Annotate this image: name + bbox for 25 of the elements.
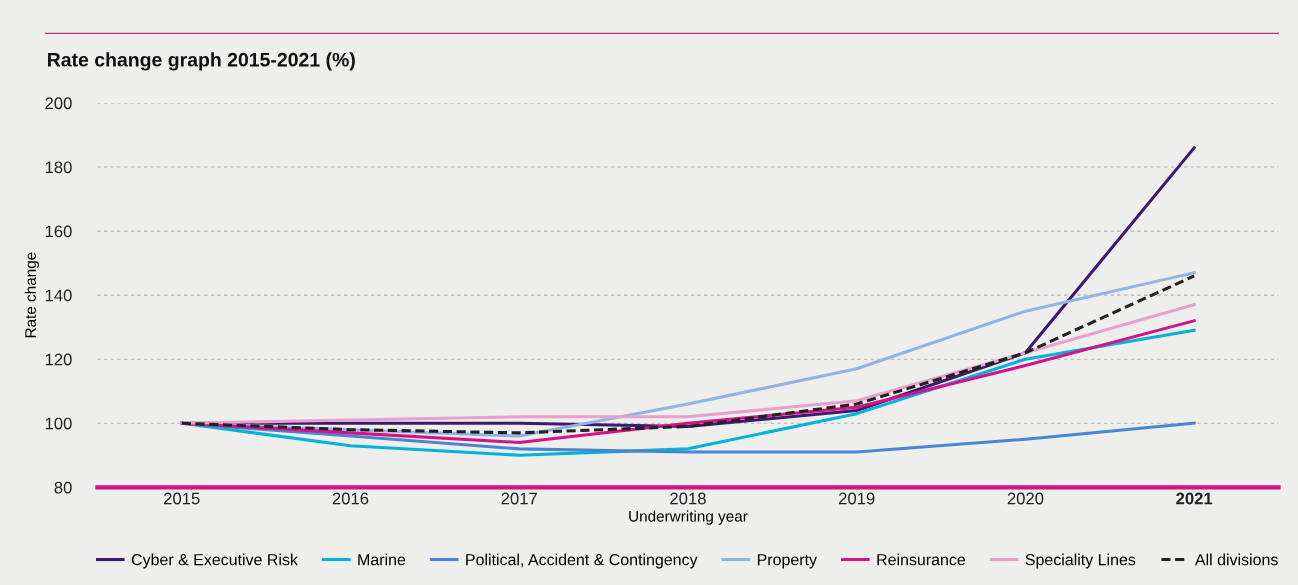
legend-label: Reinsurance [877, 553, 966, 566]
legend-label: All divisions [1194, 553, 1278, 566]
x-tick-label: 2016 [332, 492, 369, 505]
y-tick-label: 100 [45, 417, 72, 430]
legend-label: Property [757, 554, 817, 569]
x-tick-label: 2021 [1176, 492, 1213, 505]
x-tick-label: 2018 [670, 492, 706, 505]
x-tick-label: 2020 [1007, 492, 1044, 505]
chart-title: Rate change graph 2015-2021 (%) [48, 52, 355, 71]
x-axis-title: Underwriting year [629, 510, 748, 525]
y-tick-label: 200 [45, 97, 72, 110]
x-tick-label: 2017 [501, 492, 537, 505]
y-axis-title: Rate change [24, 252, 39, 338]
x-tick-label: 2019 [838, 492, 875, 505]
legend-label: Marine [358, 553, 406, 566]
y-tick-label: 120 [45, 353, 72, 366]
line-series [180, 303, 1196, 425]
y-tick-label: 180 [45, 161, 72, 174]
x-tick-label: 2015 [164, 492, 200, 505]
legend-label: Cyber & Executive Risk [131, 553, 298, 569]
y-tick-label: 140 [45, 289, 72, 302]
y-tick-label: 80 [54, 481, 72, 494]
legend-label: Political, Accident & Contingency [466, 553, 698, 569]
legend-label: Speciality Lines [1025, 553, 1136, 569]
y-tick-label: 160 [45, 225, 72, 238]
